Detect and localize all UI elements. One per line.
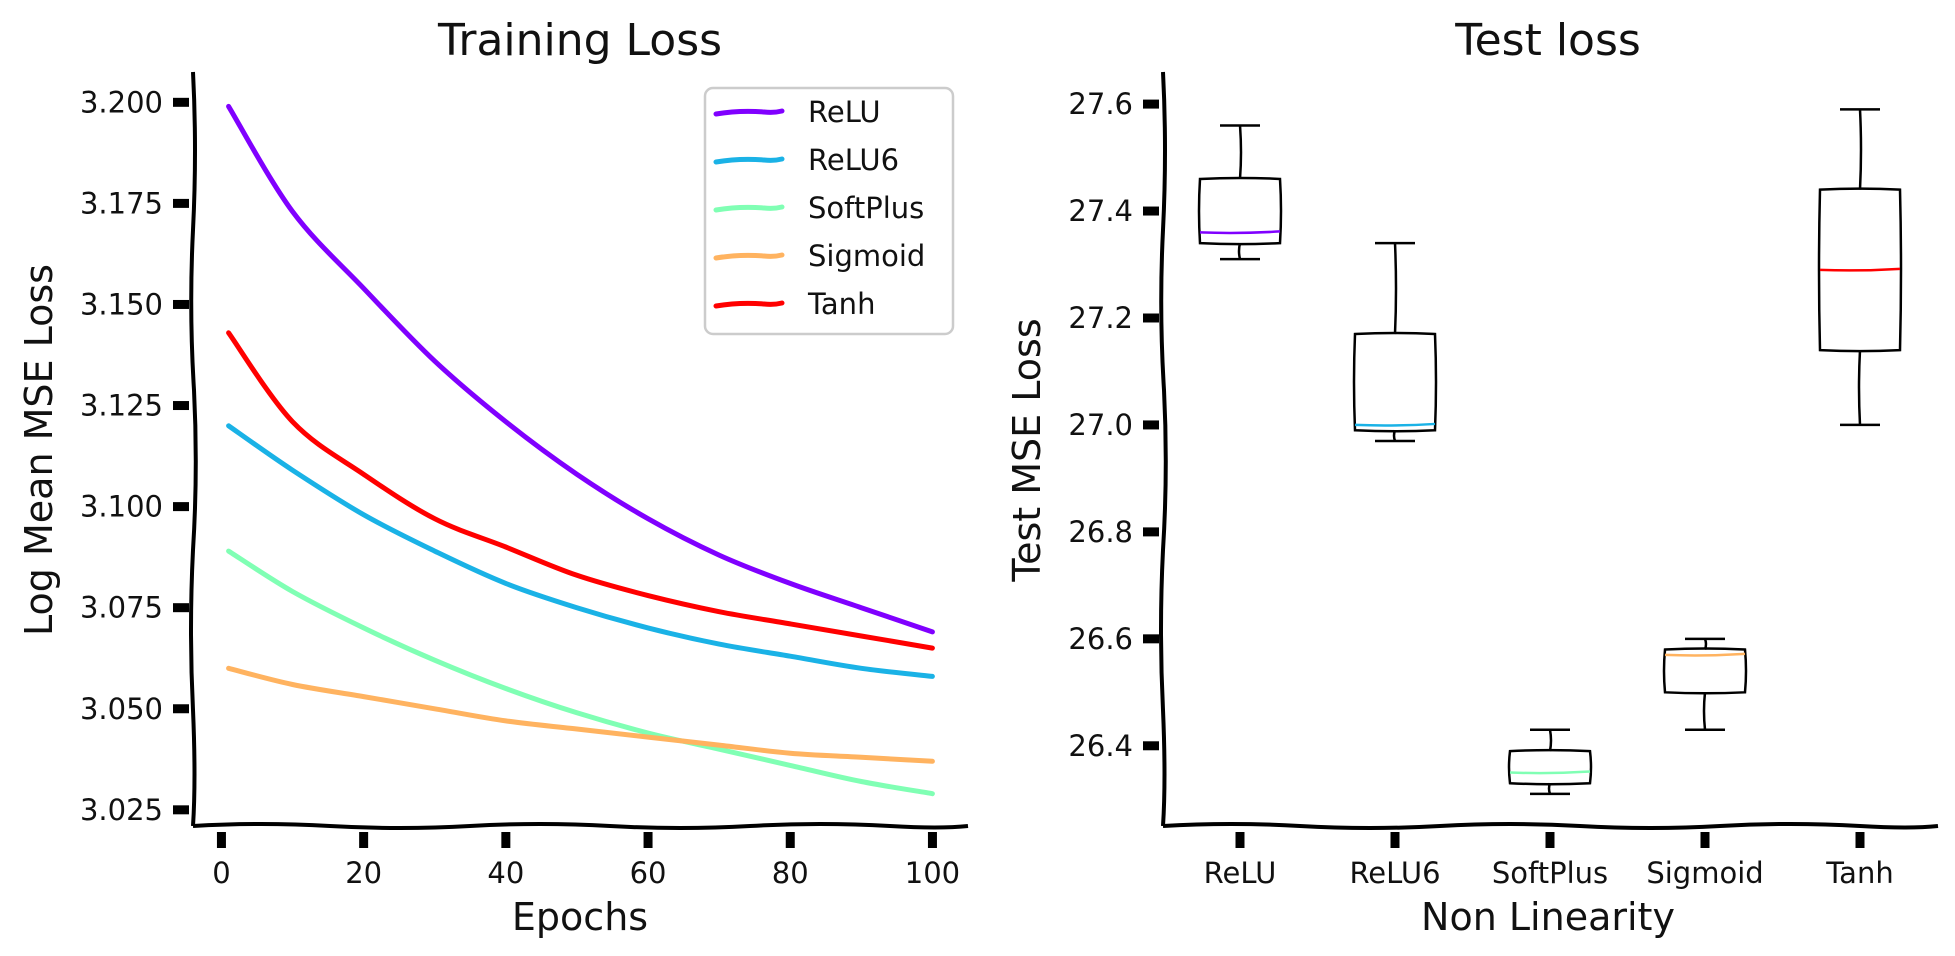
legend-label-tanh: Tanh (807, 287, 875, 321)
legend-swatch-relu6 (713, 156, 785, 165)
y-tick-label: 3.025 (80, 793, 163, 827)
y-tick-label: 3.125 (80, 389, 163, 423)
series-line-relu (226, 103, 935, 635)
legend-label-relu6: ReLU6 (808, 143, 899, 177)
upper-whisker (1858, 109, 1863, 190)
test-loss-panel: Test loss Non Linearity Test MSE Loss 26… (1005, 15, 1939, 939)
test-loss-y-ticks: 26.4 26.6 26.8 27.0 27.2 27.4 27.6 (1068, 87, 1159, 763)
series-line-tanh (226, 330, 935, 651)
median-line (1819, 267, 1901, 272)
training-loss-title: Training Loss (437, 15, 722, 66)
lower-whisker (1547, 782, 1552, 795)
test-loss-title: Test loss (1454, 15, 1641, 66)
median-line (1354, 422, 1436, 427)
box-iqr (1662, 647, 1748, 695)
lower-whisker (1857, 350, 1862, 426)
x-tick-label: 20 (345, 856, 382, 890)
x-tick-label: SoftPlus (1492, 856, 1608, 890)
lower-whisker (1702, 692, 1707, 730)
x-tick-label: 80 (772, 856, 809, 890)
box-relu (1197, 124, 1283, 261)
y-tick-label: 3.075 (80, 591, 163, 625)
training-loss-panel: Training Loss Epochs Log Mean MSE Loss 3… (17, 15, 969, 939)
series-line-relu6 (226, 423, 935, 679)
legend-label-sigmoid: Sigmoid (808, 239, 925, 273)
legend-swatch-tanh (713, 300, 785, 309)
legend-swatch-sigmoid (713, 252, 785, 261)
lower-whisker (1392, 429, 1397, 442)
y-tick-label: 3.050 (80, 692, 163, 726)
box-iqr (1352, 331, 1438, 433)
median-line (1199, 230, 1281, 235)
x-tick-label: 60 (630, 856, 667, 890)
upper-whisker (1703, 638, 1708, 650)
median-line (1664, 652, 1746, 657)
x-tick-label: ReLU6 (1349, 856, 1440, 890)
upper-whisker (1393, 243, 1398, 335)
upper-whisker (1548, 729, 1553, 752)
box-softplus (1507, 728, 1593, 796)
test-loss-boxes (1197, 108, 1903, 796)
median-line (1509, 770, 1591, 775)
legend-label-softplus: SoftPlus (808, 191, 924, 225)
box-tanh (1817, 108, 1903, 427)
legend-label-relu: ReLU (808, 95, 881, 129)
training-loss-series (226, 103, 935, 797)
legend-frame (703, 86, 955, 336)
x-tick-label: 100 (905, 856, 960, 890)
y-tick-label: 26.6 (1068, 622, 1133, 656)
series-line-sigmoid (226, 665, 935, 764)
y-tick-label: 27.0 (1068, 408, 1133, 442)
box-iqr (1507, 748, 1593, 786)
lower-whisker (1237, 242, 1242, 260)
box-iqr (1197, 176, 1283, 246)
test-loss-xlabel: Non Linearity (1421, 895, 1675, 939)
legend-swatch-softplus (713, 204, 785, 213)
x-tick-label: Tanh (1825, 856, 1893, 890)
y-tick-label: 26.4 (1068, 729, 1133, 763)
y-tick-label: 3.100 (80, 490, 163, 524)
y-tick-label: 26.8 (1068, 515, 1133, 549)
series-line-softplus (226, 548, 935, 797)
training-loss-x-ticks: 0 20 40 60 80 100 (212, 832, 960, 890)
training-loss-y-ticks: 3.025 3.050 3.075 3.100 3.125 3.150 3.175 3.200 (80, 85, 189, 827)
test-loss-x-axis (1162, 822, 1939, 830)
box-sigmoid (1662, 637, 1748, 731)
legend: ReLU ReLU6 SoftPlus Sigmoid Tanh (703, 86, 955, 336)
y-tick-label: 27.6 (1068, 87, 1133, 121)
y-tick-label: 27.4 (1068, 194, 1133, 228)
x-tick-label: 40 (487, 856, 524, 890)
x-tick-label: 0 (212, 856, 230, 890)
test-loss-y-axis (1159, 71, 1168, 827)
training-loss-y-axis (189, 71, 198, 827)
training-loss-x-axis (192, 822, 969, 830)
training-loss-ylabel: Log Mean MSE Loss (17, 264, 61, 636)
upper-whisker (1238, 125, 1243, 180)
y-tick-label: 3.150 (80, 287, 163, 321)
box-iqr (1817, 187, 1903, 353)
legend-swatch-relu (713, 108, 785, 117)
training-loss-xlabel: Epochs (512, 895, 648, 939)
x-tick-label: Sigmoid (1646, 856, 1763, 890)
test-loss-ylabel: Test MSE Loss (1005, 318, 1049, 582)
y-tick-label: 27.2 (1068, 301, 1133, 335)
box-relu6 (1352, 241, 1438, 443)
x-tick-label: ReLU (1204, 856, 1277, 890)
test-loss-x-ticks: ReLU ReLU6 SoftPlus Sigmoid Tanh (1204, 832, 1894, 890)
y-tick-label: 3.200 (80, 85, 163, 119)
y-tick-label: 3.175 (80, 186, 163, 220)
